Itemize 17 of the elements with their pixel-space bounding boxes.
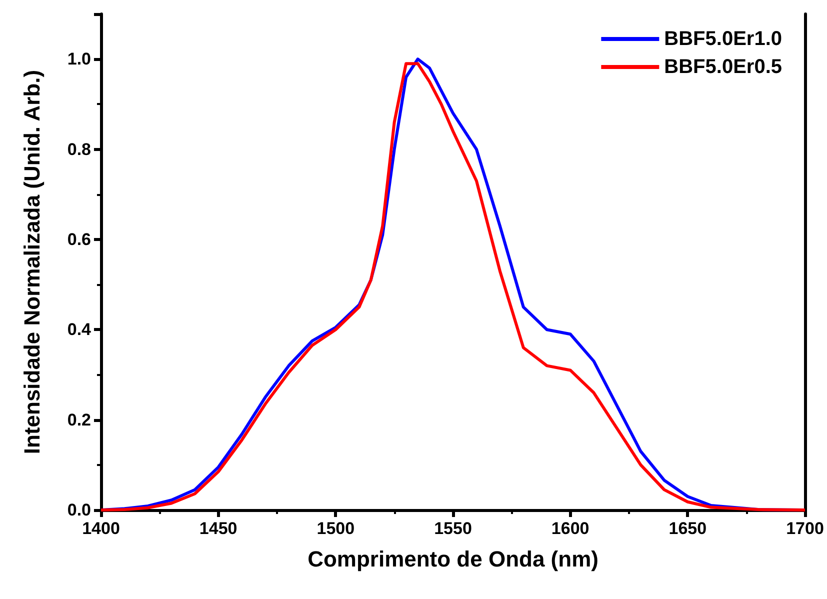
x-tick-label: 1600 xyxy=(551,519,590,538)
x-tick-label: 1550 xyxy=(434,519,472,538)
x-tick-label: 1500 xyxy=(316,519,355,538)
y-tick-label: 0.6 xyxy=(67,230,91,249)
y-axis-title: Intensidade Normalizada (Unid. Arb.) xyxy=(20,70,44,454)
legend-label: BBF5.0Er1.0 xyxy=(664,28,782,50)
y-tick-label: 0.2 xyxy=(67,410,91,430)
legend-label: BBF5.0Er0.5 xyxy=(664,56,782,78)
x-tick-label: 1650 xyxy=(668,519,707,538)
x-tick-label: 1700 xyxy=(786,519,824,538)
y-tick-label: 0.0 xyxy=(67,500,91,520)
x-axis-title: Comprimento de Onda (nm) xyxy=(308,546,598,572)
y-tick-label: 1.0 xyxy=(67,50,91,69)
y-tick-label: 0.8 xyxy=(67,140,91,159)
x-tick-label: 1400 xyxy=(82,519,120,538)
y-tick-label: 0.4 xyxy=(67,320,92,340)
x-tick-label: 1450 xyxy=(199,519,238,538)
